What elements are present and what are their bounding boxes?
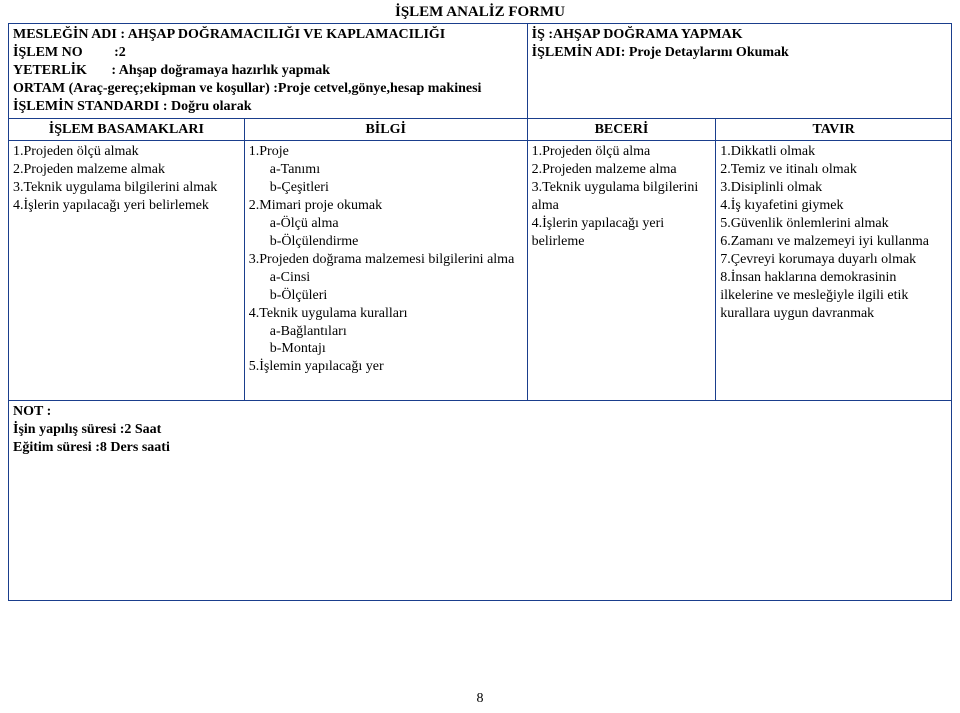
note-label: NOT : — [13, 403, 947, 421]
body-knowledge: 1.Proje a-Tanımı b-Çeşitleri 2.Mimari pr… — [244, 141, 527, 401]
body-steps: 1.Projeden ölçü almak 2.Projeden malzeme… — [9, 141, 245, 401]
col-header-skill: BECERİ — [527, 118, 716, 141]
header-right: İŞ :AHŞAP DOĞRAMA YAPMAK İŞLEMİN ADI: Pr… — [527, 24, 951, 119]
note-row: NOT : İşin yapılış süresi :2 Saat Eğitim… — [9, 401, 952, 601]
body-skill: 1.Projeden ölçü alma 2.Projeden malzeme … — [527, 141, 716, 401]
col-header-attitude: TAVIR — [716, 118, 952, 141]
header-left: MESLEĞİN ADI : AHŞAP DOĞRAMACILIĞI VE KA… — [9, 24, 528, 119]
form-title: İŞLEM ANALİZ FORMU — [8, 4, 952, 21]
page-root: İŞLEM ANALİZ FORMU MESLEĞİN ADI : AHŞAP … — [0, 0, 960, 713]
col-header-steps: İŞLEM BASAMAKLARI — [9, 118, 245, 141]
page-number: 8 — [0, 691, 960, 707]
header-row: MESLEĞİN ADI : AHŞAP DOĞRAMACILIĞI VE KA… — [9, 24, 952, 119]
note-duration-training: Eğitim süresi :8 Ders saati — [13, 439, 947, 457]
note-duration-work: İşin yapılış süresi :2 Saat — [13, 421, 947, 439]
col-header-knowledge: BİLGİ — [244, 118, 527, 141]
body-attitude: 1.Dikkatli olmak 2.Temiz ve itinalı olma… — [716, 141, 952, 401]
analysis-table: MESLEĞİN ADI : AHŞAP DOĞRAMACILIĞI VE KA… — [8, 23, 952, 601]
column-header-row: İŞLEM BASAMAKLARI BİLGİ BECERİ TAVIR — [9, 118, 952, 141]
note-cell: NOT : İşin yapılış süresi :2 Saat Eğitim… — [9, 401, 952, 601]
body-row: 1.Projeden ölçü almak 2.Projeden malzeme… — [9, 141, 952, 401]
